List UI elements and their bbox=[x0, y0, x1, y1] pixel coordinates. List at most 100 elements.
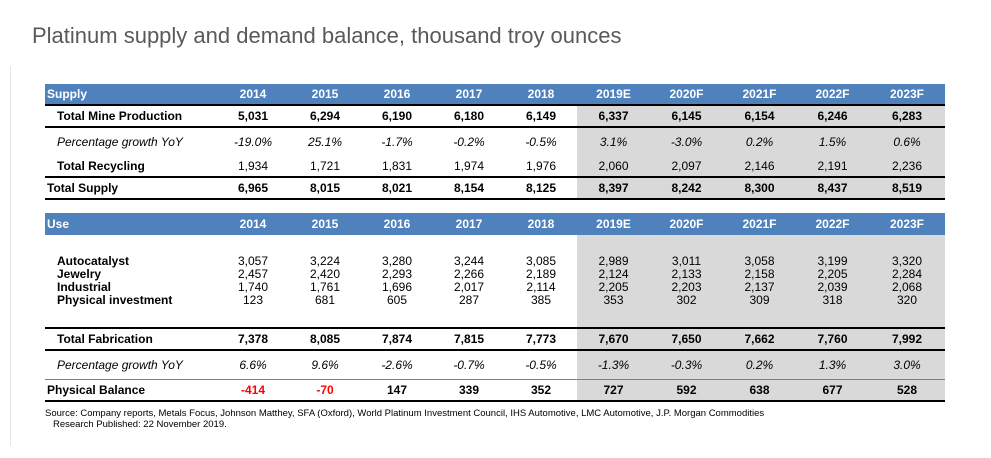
supply-header-row: Supply 2014 2015 2016 2017 2018 2019E 20… bbox=[45, 84, 945, 105]
table-cell: 147 bbox=[361, 379, 433, 402]
page-title: Platinum supply and demand balance, thou… bbox=[32, 23, 622, 48]
table-cell: 2,017 bbox=[453, 280, 485, 294]
table-cell: 2,146 bbox=[723, 156, 796, 177]
table-cell: 6,154 bbox=[723, 104, 796, 128]
year-header: 2015 bbox=[289, 84, 361, 105]
table-row: Percentage growth YoY 6.6% 9.6% -2.6% -0… bbox=[45, 350, 945, 380]
table-cell: 8,015 bbox=[289, 176, 361, 200]
table-row: Total Fabrication 7,378 8,085 7,874 7,81… bbox=[45, 327, 945, 351]
year-header: 2020F bbox=[650, 213, 723, 235]
table-cell: 2,068 bbox=[869, 281, 945, 294]
table-cell: 6,246 bbox=[796, 104, 869, 128]
table-cell: 353 bbox=[577, 294, 650, 307]
table-cell: 2,189 bbox=[525, 267, 557, 281]
table-cell: 6,337 bbox=[577, 104, 650, 128]
table-cell: -414 bbox=[217, 379, 289, 402]
year-header: 2020F bbox=[650, 84, 723, 105]
row-label: Percentage growth YoY bbox=[57, 135, 183, 149]
table-cell: 3.1% bbox=[577, 127, 650, 156]
table-cell: 5,031 bbox=[217, 104, 289, 128]
table-cell: -0.3% bbox=[650, 350, 723, 380]
table-cell: 7,760 bbox=[796, 327, 869, 351]
table-cell: -0.5% bbox=[525, 135, 557, 149]
table-cell: 1,934 bbox=[237, 159, 269, 173]
table-cell: 2,293 bbox=[381, 267, 413, 281]
table-cell: 592 bbox=[650, 379, 723, 402]
source-line: Research Published: 22 November 2019. bbox=[53, 419, 227, 430]
table-cell: 6,965 bbox=[217, 176, 289, 200]
table-cell: 1.5% bbox=[796, 127, 869, 156]
table-cell: 2,191 bbox=[796, 156, 869, 177]
table-cell: 1,976 bbox=[525, 159, 557, 173]
table-cell: 7,815 bbox=[433, 327, 505, 351]
table-cell: 6,180 bbox=[433, 104, 505, 128]
table-row: Percentage growth YoY -19.0% 25.1% -1.7%… bbox=[45, 127, 945, 156]
table-cell: 8,242 bbox=[650, 176, 723, 200]
table-cell: 7,874 bbox=[361, 327, 433, 351]
table-cell: 7,992 bbox=[869, 327, 945, 351]
table-cell: 2,284 bbox=[869, 268, 945, 281]
table-cell: 3,085 bbox=[525, 254, 557, 268]
table-cell: 318 bbox=[796, 294, 869, 307]
table-cell: 2,457 bbox=[237, 267, 269, 281]
table-cell: 1,721 bbox=[309, 159, 341, 173]
table-cell: -0.2% bbox=[453, 135, 485, 149]
table-cell: -1.7% bbox=[381, 135, 413, 149]
table-cell: 385 bbox=[530, 293, 552, 307]
table-cell: -1.3% bbox=[577, 350, 650, 380]
table-cell: 677 bbox=[796, 379, 869, 402]
table-cell: 320 bbox=[869, 294, 945, 307]
year-header: 2019E bbox=[577, 213, 650, 235]
table-cell: 123 bbox=[242, 293, 264, 307]
spacer-row bbox=[45, 235, 945, 255]
table-cell: 3,058 bbox=[723, 255, 796, 268]
table-cell: 352 bbox=[505, 379, 577, 402]
table-row: Autocatalyst 3,057 3,224 3,280 3,244 3,0… bbox=[45, 255, 945, 268]
table-cell: 727 bbox=[577, 379, 650, 402]
table-cell: 7,378 bbox=[217, 327, 289, 351]
table-cell: 8,519 bbox=[869, 176, 945, 200]
table-cell: 3,244 bbox=[453, 254, 485, 268]
table-cell: 605 bbox=[386, 293, 408, 307]
spacer-row bbox=[45, 307, 945, 328]
table-cell: 8,437 bbox=[796, 176, 869, 200]
row-label: Total Mine Production bbox=[45, 104, 217, 128]
supply-table: Supply 2014 2015 2016 2017 2018 2019E 20… bbox=[45, 84, 945, 200]
table-row: Industrial 1,740 1,761 1,696 2,017 2,114… bbox=[45, 281, 945, 294]
table-cell: 8,300 bbox=[723, 176, 796, 200]
year-header: 2014 bbox=[217, 213, 289, 235]
table-cell: 2,137 bbox=[723, 281, 796, 294]
row-label: Total Fabrication bbox=[45, 327, 217, 351]
table-cell: 339 bbox=[433, 379, 505, 402]
table-cell: 25.1% bbox=[307, 135, 343, 149]
table-cell: 0.2% bbox=[723, 350, 796, 380]
year-header: 2022F bbox=[796, 84, 869, 105]
year-header: 2023F bbox=[869, 84, 945, 105]
row-label: Jewelry bbox=[57, 267, 102, 281]
table-cell: 0.2% bbox=[723, 127, 796, 156]
table-cell: 3,224 bbox=[309, 254, 341, 268]
year-header: 2017 bbox=[433, 84, 505, 105]
year-header: 2016 bbox=[361, 213, 433, 235]
left-divider bbox=[10, 66, 11, 446]
use-table: Use 2014 2015 2016 2017 2018 2019E 2020F… bbox=[45, 213, 945, 402]
table-cell: 7,670 bbox=[577, 327, 650, 351]
table-cell: 0.6% bbox=[869, 127, 945, 156]
year-header: 2015 bbox=[289, 213, 361, 235]
year-header: 2019E bbox=[577, 84, 650, 105]
year-header: 2022F bbox=[796, 213, 869, 235]
table-cell: 1,761 bbox=[309, 280, 341, 294]
table-cell: 2,124 bbox=[577, 268, 650, 281]
table-cell: 1,740 bbox=[237, 280, 269, 294]
row-label: Autocatalyst bbox=[57, 254, 130, 268]
table-row: Physical Balance -414 -70 147 339 352 72… bbox=[45, 379, 945, 402]
table-cell: 302 bbox=[650, 294, 723, 307]
use-header-row: Use 2014 2015 2016 2017 2018 2019E 2020F… bbox=[45, 213, 945, 235]
year-header: 2018 bbox=[505, 213, 577, 235]
table-cell: 2,133 bbox=[650, 268, 723, 281]
table-row: Physical investment 123 681 605 287 385 … bbox=[45, 294, 945, 307]
table-cell: 8,085 bbox=[289, 327, 361, 351]
table-cell: 638 bbox=[723, 379, 796, 402]
table-cell: 1.3% bbox=[796, 350, 869, 380]
table-cell: 1,696 bbox=[381, 280, 413, 294]
